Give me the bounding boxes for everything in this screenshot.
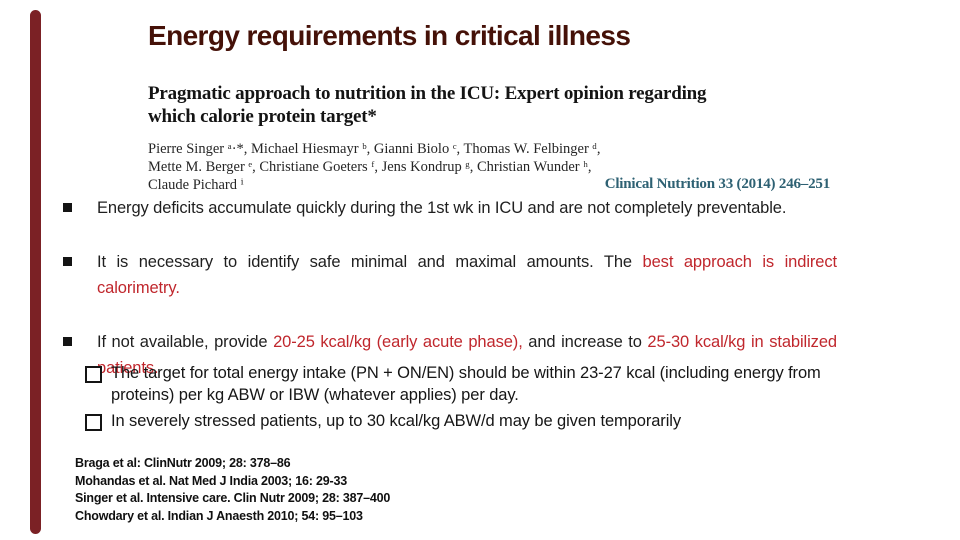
square-bullet-icon [63, 337, 72, 346]
text-segment: 25-30 kcal/kg in stabilized patients. [97, 333, 837, 377]
text-segment: Energy deficits accumulate quickly durin… [97, 199, 787, 217]
reference-line: Braga et al: ClinNutr 2009; 28: 378–86 [75, 456, 291, 470]
article-title: Pragmatic approach to nutrition in the I… [148, 82, 830, 128]
article-title-line2: which calorie protein target* [148, 106, 377, 127]
text-segment: If not available, provide [97, 333, 274, 351]
reference-line: Mohandas et al. Nat Med J India 2003; 16… [75, 473, 347, 488]
journal-article-excerpt: Pragmatic approach to nutrition in the I… [148, 82, 830, 194]
left-accent-bar [30, 10, 41, 534]
square-bullet-icon [63, 203, 72, 212]
article-authors-line1: Pierre Singer ᵃ·*, Michael Hiesmayr ᵇ, G… [148, 141, 601, 157]
article-authors-line2: Mette M. Berger ᵉ, Christiane Goeters ᶠ,… [148, 159, 592, 175]
bullet-text: Energy deficits accumulate quickly durin… [97, 199, 786, 217]
checkbox-item-text: In severely stressed patients, up to 30 … [111, 412, 681, 430]
reference-line: Singer et al. Intensive care. Clin Nutr … [75, 491, 391, 505]
empty-checkbox-icon [85, 414, 102, 431]
bullet-item: Energy deficits accumulate quickly durin… [63, 195, 837, 221]
square-bullet-icon [63, 257, 72, 266]
text-segment: and increase to [522, 333, 648, 351]
bullet-list: Energy deficits accumulate quickly durin… [63, 195, 863, 409]
bullet-text: If not available, provide 20-25 kcal/kg … [97, 333, 837, 377]
article-title-line1: Pragmatic approach to nutrition in the I… [148, 83, 707, 104]
reference-list: Braga et al: ClinNutr 2009; 28: 378–86 M… [75, 455, 595, 525]
checkbox-item: In severely stressed patients, up to 30 … [85, 411, 877, 433]
journal-citation: Clinical Nutrition 33 (2014) 246–251 [604, 176, 830, 192]
empty-checkbox-icon [85, 366, 102, 383]
text-segment: best approach is indirect calorimetry. [97, 253, 837, 297]
article-authors-line3: Claude Pichard ⁱ [148, 177, 244, 193]
text-segment: 20-25 kcal/kg (early acute phase), [273, 333, 523, 351]
bullet-item: If not available, provide 20-25 kcal/kg … [63, 329, 837, 381]
bullet-item: It is necessary to identify safe minimal… [63, 249, 837, 301]
checkbox-item-text: The target for total energy intake (PN +… [111, 364, 821, 404]
text-segment: It is necessary to identify safe minimal… [97, 253, 643, 271]
article-authors: Pierre Singer ᵃ·*, Michael Hiesmayr ᵇ, G… [148, 140, 830, 194]
bullet-text: It is necessary to identify safe minimal… [97, 253, 837, 297]
slide-title: Energy requirements in critical illness [148, 20, 631, 51]
checkbox-list: The target for total energy intake (PN +… [85, 363, 877, 438]
reference-line: Chowdary et al. Indian J Anaesth 2010; 5… [75, 508, 363, 523]
checkbox-item: The target for total energy intake (PN +… [85, 363, 877, 406]
